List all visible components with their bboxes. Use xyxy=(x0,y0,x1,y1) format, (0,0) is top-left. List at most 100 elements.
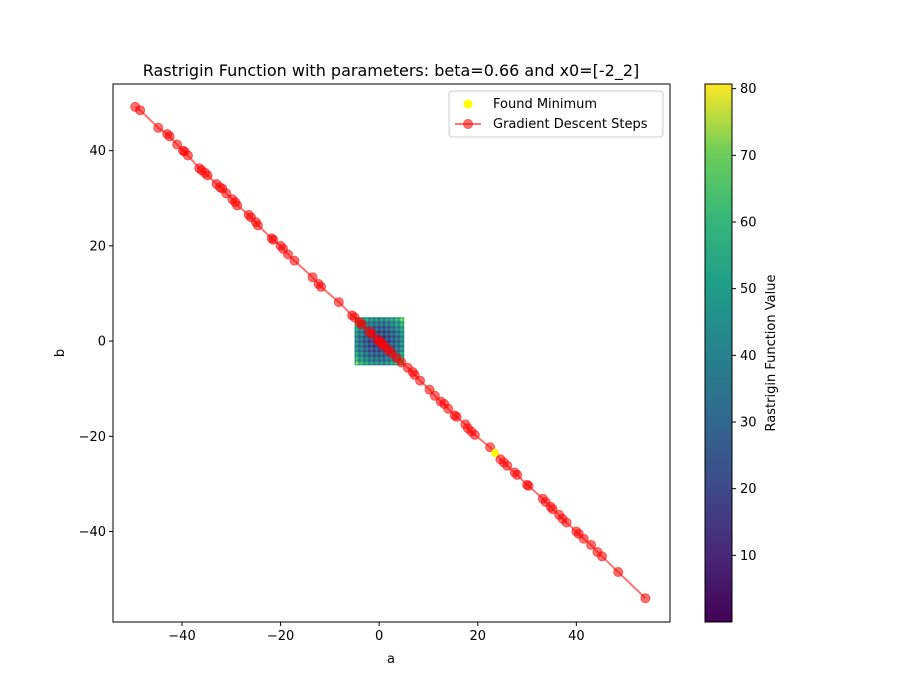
heatmap-cell xyxy=(401,354,403,357)
heatmap-cell xyxy=(379,318,381,321)
heatmap-cell xyxy=(377,355,380,358)
heatmap-cell xyxy=(372,359,375,362)
heatmap-cell xyxy=(381,353,384,355)
heatmap-cell xyxy=(369,347,372,350)
heatmap-cell xyxy=(387,321,390,323)
heatmap-cell xyxy=(361,353,364,355)
heatmap-cell xyxy=(354,330,357,333)
heatmap-cell xyxy=(365,338,368,341)
heatmap-cell xyxy=(376,351,379,354)
descent-step-point xyxy=(182,150,193,161)
heatmap-cell xyxy=(383,354,386,357)
heatmap-cell xyxy=(384,363,387,366)
heatmap-cell xyxy=(387,360,390,363)
heatmap-cell xyxy=(388,325,391,327)
heatmap-cell xyxy=(362,337,365,339)
heatmap-cell xyxy=(392,333,395,335)
heatmap-cell xyxy=(373,351,376,354)
heatmap-cell xyxy=(376,317,379,320)
heatmap-cell xyxy=(354,326,357,329)
heatmap-cell xyxy=(377,319,380,322)
heatmap-cell xyxy=(399,330,402,333)
heatmap-cell xyxy=(380,325,383,327)
heatmap-cell xyxy=(402,330,405,333)
heatmap-cell xyxy=(387,356,390,359)
heatmap-cell xyxy=(379,360,381,363)
heatmap-cell xyxy=(399,339,402,342)
heatmap-cell xyxy=(369,355,372,358)
heatmap-cell xyxy=(380,356,383,359)
heatmap-cell xyxy=(401,343,403,346)
heatmap-cell xyxy=(357,359,360,362)
y-tick-label: −20 xyxy=(79,430,106,445)
heatmap-cell xyxy=(381,363,384,366)
heatmap-cell xyxy=(398,351,401,354)
heatmap-cell xyxy=(379,330,381,333)
heatmap-cell xyxy=(401,338,403,341)
heatmap-cell xyxy=(361,343,364,346)
heatmap-cell xyxy=(384,323,387,326)
heatmap-cell xyxy=(361,333,364,335)
heatmap-cell xyxy=(373,360,376,363)
heatmap-cell xyxy=(402,350,405,353)
heatmap-cell xyxy=(384,322,387,325)
heatmap-cell xyxy=(390,362,392,364)
heatmap-cell xyxy=(373,359,376,362)
heatmap-cell xyxy=(366,350,369,353)
heatmap-cell xyxy=(399,351,402,354)
heatmap-cell xyxy=(365,335,368,338)
heatmap-cell xyxy=(365,358,368,361)
heatmap-cell xyxy=(354,350,357,353)
heatmap-cell xyxy=(387,333,390,335)
heatmap-cell xyxy=(376,327,379,330)
heatmap-cell xyxy=(357,342,360,345)
heatmap-cell xyxy=(354,349,357,351)
heatmap-cell xyxy=(391,322,394,325)
heatmap-cell xyxy=(358,351,361,354)
heatmap-cell xyxy=(386,337,388,339)
heatmap-cell xyxy=(395,317,398,320)
heatmap-cell xyxy=(383,323,386,326)
heatmap-cell xyxy=(399,338,402,341)
heatmap-cell xyxy=(373,362,376,364)
heatmap-cell xyxy=(376,318,379,321)
heatmap-cell xyxy=(398,337,401,339)
heatmap-cell xyxy=(401,322,403,325)
descent-step-point xyxy=(451,411,462,422)
heatmap-cell xyxy=(377,360,380,363)
heatmap-cell xyxy=(357,331,360,334)
heatmap-cell xyxy=(399,342,402,345)
heatmap-cell xyxy=(383,326,386,329)
heatmap-cell xyxy=(369,360,372,363)
heatmap-cell xyxy=(358,334,361,337)
heatmap-cell xyxy=(354,325,357,327)
heatmap-cell xyxy=(386,317,388,320)
heatmap-cell xyxy=(372,351,375,354)
heatmap-cell xyxy=(383,318,386,321)
heatmap-cell xyxy=(373,346,376,349)
heatmap-cell xyxy=(373,354,376,357)
heatmap-cell xyxy=(390,359,392,362)
heatmap-cell xyxy=(395,321,398,323)
heatmap-cell xyxy=(369,345,372,347)
descent-step-point xyxy=(613,567,624,577)
heatmap-cell xyxy=(366,325,369,327)
heatmap-cell xyxy=(399,345,402,347)
heatmap-cell xyxy=(366,363,369,366)
heatmap-cell xyxy=(377,329,380,331)
heatmap-cell xyxy=(394,323,397,326)
heatmap-cell xyxy=(377,358,380,361)
heatmap-cell xyxy=(364,360,366,363)
heatmap-cell xyxy=(390,335,392,338)
heatmap-cell xyxy=(355,355,358,358)
heatmap-cell xyxy=(358,346,361,349)
heatmap-cell xyxy=(373,317,376,320)
heatmap-cell xyxy=(375,351,377,354)
heatmap-cell xyxy=(402,333,405,335)
heatmap-cell xyxy=(380,330,383,333)
heatmap-cell xyxy=(386,321,388,323)
heatmap-cell xyxy=(398,339,401,342)
heatmap-cell xyxy=(394,321,397,323)
heatmap-cell xyxy=(391,323,394,326)
